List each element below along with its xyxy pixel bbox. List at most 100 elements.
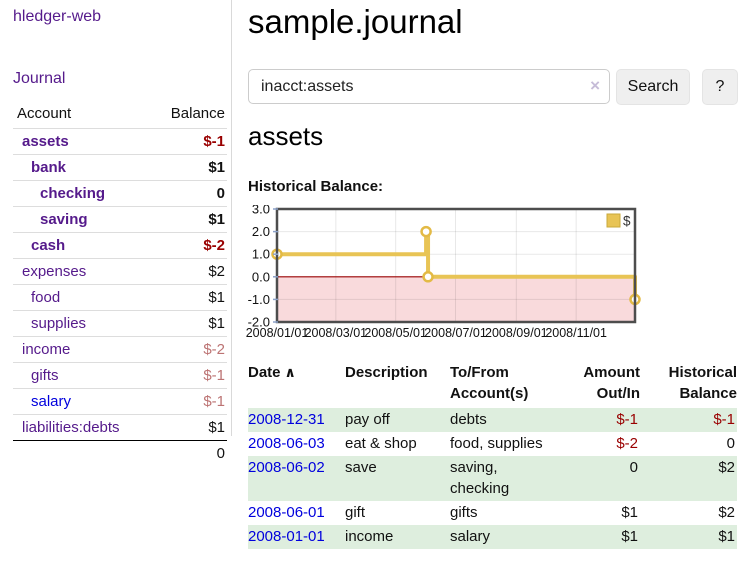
- sidebar-item-journal[interactable]: Journal: [13, 70, 66, 87]
- transaction-accounts: food, supplies: [450, 435, 543, 452]
- x-axis-label: 2008/11/01: [545, 326, 607, 340]
- register-row: 2008-06-02 save saving, checking 0 $2: [248, 456, 737, 501]
- transaction-description: income: [345, 528, 394, 545]
- transaction-amount: $-2: [616, 435, 638, 452]
- chart-title: Historical Balance:: [248, 178, 384, 195]
- y-axis-label: -2.0: [248, 315, 270, 330]
- data-point-marker: [422, 271, 434, 283]
- account-balance: $1: [153, 206, 227, 233]
- transaction-description: eat & shop: [345, 435, 417, 452]
- transaction-balance: $1: [718, 528, 735, 545]
- account-link[interactable]: gifts: [31, 367, 59, 384]
- transaction-balance: $2: [718, 459, 735, 476]
- transaction-description: save: [345, 459, 377, 476]
- transaction-date-link[interactable]: 2008-06-02: [248, 459, 325, 476]
- account-row: liabilities:debts $1: [13, 414, 227, 441]
- y-axis-label: 0.0: [252, 269, 270, 284]
- account-balance: 0: [153, 180, 227, 207]
- account-balance: $2: [153, 258, 227, 285]
- transaction-date-link[interactable]: 2008-06-03: [248, 435, 325, 452]
- account-link[interactable]: cash: [31, 237, 66, 254]
- account-row: gifts $-1: [13, 362, 227, 389]
- register-table: Date ∧ Description To/From Account(s) Amount O…: [248, 362, 737, 549]
- transaction-amount: $1: [621, 504, 638, 521]
- account-balance: $-2: [153, 232, 227, 259]
- account-link[interactable]: supplies: [31, 315, 87, 332]
- register-column-header: To/From Account(s): [450, 364, 529, 402]
- balance-column-header: Balance: [170, 105, 225, 122]
- search-input[interactable]: [248, 69, 610, 104]
- x-axis-label: 2008/07/01: [424, 326, 487, 340]
- search-box: ×: [248, 69, 610, 104]
- sidebar: hledger-web Journal Account Balance asse…: [0, 0, 232, 466]
- account-link[interactable]: salary: [31, 393, 72, 410]
- accounts-total-value: 0: [153, 440, 227, 466]
- y-axis-label: 2.0: [252, 224, 270, 239]
- account-row: checking 0: [13, 180, 227, 207]
- page-title: sample.journal: [248, 3, 463, 40]
- account-link[interactable]: assets: [22, 133, 69, 150]
- historical-balance-chart: 3.0 2.0 1.0 0.0 -1.0 -2.0 2008/01/01 2008/03/01…: [240, 202, 737, 353]
- transaction-balance: 0: [726, 435, 735, 452]
- app-brand-link[interactable]: hledger-web: [13, 8, 102, 25]
- account-balance: $1: [153, 284, 227, 311]
- accounts-total-row: 0: [13, 440, 227, 466]
- x-axis-label: 2008/03/01: [305, 326, 368, 340]
- transaction-date-link[interactable]: 2008-01-01: [248, 528, 325, 545]
- sort-asc-icon: ∧: [284, 364, 296, 380]
- transaction-accounts: gifts: [450, 504, 478, 521]
- x-axis-label: 2008/09/01: [485, 326, 548, 340]
- search-form: × Search ?: [248, 69, 738, 105]
- register-column-header: Description: [345, 364, 428, 381]
- account-link[interactable]: expenses: [22, 263, 87, 280]
- plot-border: [275, 207, 637, 324]
- account-balance: $1: [153, 310, 227, 337]
- main-content: sample.journal × Search ? assets Histori…: [246, 0, 738, 582]
- account-balance: $1: [153, 414, 227, 441]
- account-row: cash $-2: [13, 232, 227, 259]
- x-axis-label: 2008/05/01: [364, 326, 427, 340]
- clear-search-icon[interactable]: ×: [590, 76, 600, 95]
- register-column-header[interactable]: Date ∧: [248, 364, 296, 381]
- transaction-balance: $-1: [713, 411, 735, 428]
- transaction-description: gift: [345, 504, 366, 521]
- help-button[interactable]: ?: [702, 69, 738, 105]
- transaction-accounts: salary: [450, 528, 491, 545]
- transaction-amount: $-1: [616, 411, 638, 428]
- y-axis-label: -1.0: [248, 292, 270, 307]
- account-balance: $1: [153, 154, 227, 181]
- transaction-date-link[interactable]: 2008-06-01: [248, 504, 325, 521]
- accounts-column-header: Account: [17, 105, 72, 122]
- account-row: bank $1: [13, 154, 227, 181]
- register-column-header: Historical Balance: [668, 364, 737, 402]
- account-link[interactable]: food: [31, 289, 61, 306]
- x-axis-label: 2008/01/01: [246, 326, 309, 340]
- data-point-marker: [420, 225, 432, 238]
- account-link[interactable]: bank: [31, 159, 67, 176]
- account-link[interactable]: saving: [40, 211, 88, 228]
- account-balance: $-2: [153, 336, 227, 363]
- account-row: food $1: [13, 284, 227, 311]
- register-row: 2008-01-01 income salary $1 $1: [248, 525, 737, 549]
- account-link[interactable]: income: [22, 341, 71, 358]
- account-row: assets $-1: [13, 128, 227, 155]
- transaction-balance: $2: [718, 504, 735, 521]
- account-link[interactable]: checking: [40, 185, 106, 202]
- transaction-amount: $1: [621, 528, 638, 545]
- transaction-date-link[interactable]: 2008-12-31: [248, 411, 325, 428]
- legend-swatch: [606, 213, 621, 228]
- account-row: supplies $1: [13, 310, 227, 337]
- account-row: income $-2: [13, 336, 227, 363]
- accounts-table: Account Balance assets $-1 bank $1 checking 0…: [13, 102, 227, 466]
- legend-label: $: [623, 214, 631, 229]
- account-row: salary $-1: [13, 388, 227, 415]
- account-balance: $-1: [153, 128, 227, 155]
- transaction-description: pay off: [345, 411, 390, 428]
- y-axis-label: 1.0: [252, 247, 270, 262]
- account-link[interactable]: liabilities:debts: [22, 419, 120, 436]
- transaction-accounts: debts: [450, 411, 487, 428]
- register-row: 2008-06-01 gift gifts $1 $2: [248, 501, 737, 525]
- account-balance: $-1: [153, 388, 227, 415]
- account-balance: $-1: [153, 362, 227, 389]
- search-button[interactable]: Search: [616, 69, 690, 105]
